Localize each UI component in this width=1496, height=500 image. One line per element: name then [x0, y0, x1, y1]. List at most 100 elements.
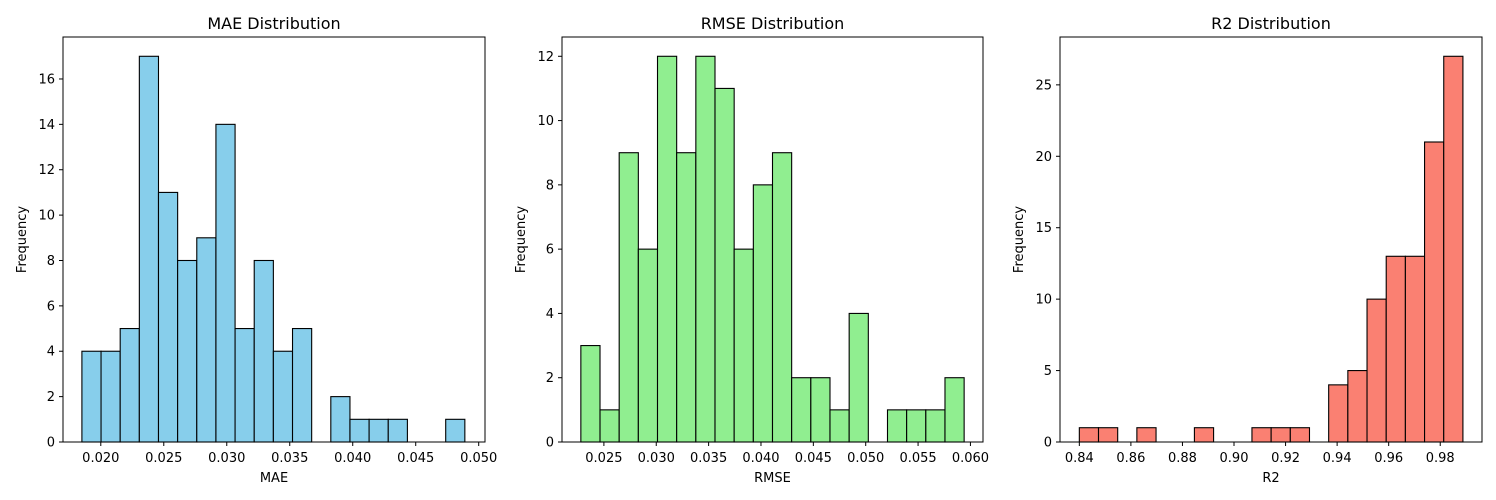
- x-tick-label: 0.030: [208, 451, 245, 466]
- histogram-bar: [1404, 255, 1426, 443]
- x-tick-label: 0.045: [397, 451, 434, 466]
- y-axis-label: Frequency: [514, 206, 529, 273]
- histogram-bar: [810, 377, 831, 443]
- histogram-bar: [906, 409, 927, 443]
- chart-title: MAE Distribution: [207, 14, 340, 33]
- x-tick-label: 0.90: [1220, 451, 1249, 466]
- x-tick-label: 0.86: [1116, 451, 1145, 466]
- histogram-bar: [829, 409, 850, 443]
- x-axis-label: MAE: [260, 471, 288, 486]
- histogram-bar: [445, 418, 466, 443]
- histogram-bar: [1347, 370, 1368, 443]
- axes-frame: [561, 36, 984, 443]
- y-tick-label: 0: [47, 436, 55, 451]
- y-tick-label: 6: [546, 243, 554, 258]
- y-axis-label: Frequency: [1012, 206, 1027, 273]
- y-tick-label: 10: [38, 209, 55, 224]
- histogram-bar: [1270, 427, 1291, 443]
- x-tick-label: 0.025: [145, 451, 182, 466]
- histogram-bar: [733, 248, 754, 443]
- histogram-bar: [177, 259, 198, 443]
- histogram-bar: [272, 350, 294, 443]
- histogram-bar: [1193, 427, 1215, 443]
- histogram-bar: [119, 327, 140, 443]
- chart-title: RMSE Distribution: [701, 14, 845, 33]
- x-tick-label: 0.025: [585, 451, 622, 466]
- y-tick-label: 2: [546, 371, 554, 386]
- histogram-bar: [215, 123, 236, 443]
- histogram-bar: [791, 377, 812, 443]
- histogram-bar: [1385, 255, 1406, 443]
- y-tick-label: 20: [1035, 150, 1052, 165]
- axes-frame: [62, 36, 486, 443]
- y-tick-label: 25: [1035, 78, 1052, 93]
- histogram-bar: [1251, 427, 1272, 443]
- histogram-bar: [1289, 427, 1311, 443]
- histogram-bar: [1424, 141, 1445, 443]
- y-tick-label: 16: [38, 72, 55, 87]
- x-axis-label: RMSE: [754, 471, 791, 486]
- x-tick-label: 0.050: [847, 451, 884, 466]
- y-tick-label: 0: [1044, 436, 1052, 451]
- y-tick-label: 10: [537, 114, 554, 129]
- x-tick-label: 0.98: [1426, 451, 1455, 466]
- histogram-bar: [637, 248, 659, 443]
- y-tick-label: 10: [1035, 293, 1052, 308]
- x-tick-label: 0.88: [1168, 451, 1197, 466]
- histogram-bar: [1366, 298, 1387, 443]
- histogram-bar: [771, 152, 793, 443]
- histogram-bar: [368, 418, 389, 443]
- subplot-1: 0.020 0.025 0.030 0.035 0.040 0.045 0.050 0 2 4 6 8…: [15, 14, 497, 486]
- y-tick-label: 6: [47, 299, 55, 314]
- histogram-bar: [886, 409, 908, 443]
- histogram-bar: [714, 87, 735, 443]
- x-tick-label: 0.94: [1323, 451, 1352, 466]
- y-tick-label: 12: [38, 163, 55, 178]
- histogram-bar: [656, 55, 678, 443]
- subplot-3: 0.84 0.86 0.88 0.90 0.92 0.94 0.96 0.98 0 5 10 15 20…: [1012, 14, 1483, 486]
- chart-title: R2 Distribution: [1211, 14, 1331, 33]
- y-tick-label: 4: [47, 345, 55, 360]
- y-tick-label: 12: [537, 50, 554, 65]
- y-tick-label: 14: [38, 118, 55, 133]
- x-tick-label: 0.030: [638, 451, 675, 466]
- histogram-bar: [138, 55, 160, 443]
- histogram-bar: [580, 345, 601, 443]
- y-tick-label: 8: [546, 178, 554, 193]
- y-tick-label: 15: [1035, 221, 1052, 236]
- histogram-bar: [330, 396, 351, 443]
- y-axis-label: Frequency: [15, 206, 30, 273]
- histogram-bar: [925, 409, 946, 443]
- x-tick-label: 0.96: [1374, 451, 1403, 466]
- y-tick-label: 2: [47, 390, 55, 405]
- histogram-bar: [387, 418, 408, 443]
- x-tick-label: 0.050: [460, 451, 497, 466]
- histogram-bar: [848, 312, 869, 443]
- histogram-bar: [599, 409, 620, 443]
- y-tick-label: 8: [47, 254, 55, 269]
- x-tick-label: 0.84: [1065, 451, 1094, 466]
- x-tick-label: 0.040: [742, 451, 779, 466]
- histogram-bar: [752, 184, 774, 443]
- x-tick-label: 0.060: [952, 451, 989, 466]
- histogram-bar: [234, 327, 255, 443]
- subplot-2: 0.025 0.030 0.035 0.040 0.045 0.050 0.055 0.060…: [514, 14, 989, 486]
- histogram-bar: [676, 152, 697, 443]
- histogram-bar: [81, 350, 102, 443]
- histogram-bar: [196, 237, 217, 443]
- histogram-bar: [1328, 384, 1349, 443]
- histogram-bar: [157, 191, 179, 443]
- x-tick-label: 0.020: [82, 451, 119, 466]
- histogram-bar: [1078, 427, 1100, 443]
- histogram-bar: [1136, 427, 1157, 443]
- x-axis-label: R2: [1262, 471, 1279, 486]
- y-tick-label: 5: [1044, 364, 1052, 379]
- histogram-bar: [944, 377, 965, 443]
- histogram-bar: [618, 152, 639, 443]
- axes-frame: [1059, 36, 1483, 443]
- x-tick-label: 0.035: [271, 451, 308, 466]
- y-tick-label: 0: [546, 436, 554, 451]
- histogram-bar: [1443, 55, 1464, 443]
- y-tick-label: 4: [546, 307, 554, 322]
